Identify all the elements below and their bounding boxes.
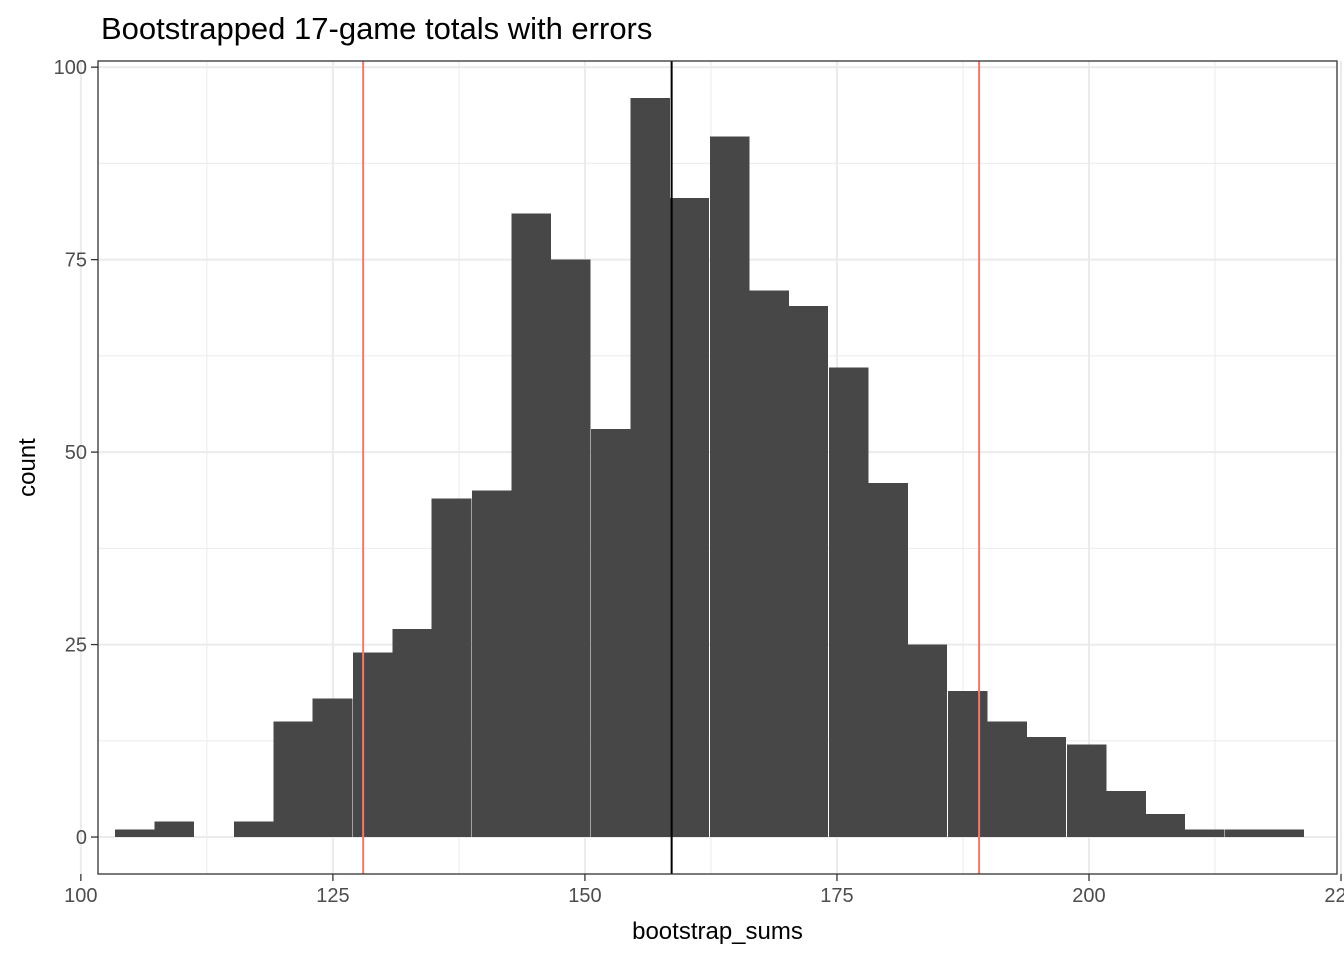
histogram-bar xyxy=(550,259,591,838)
histogram-bar xyxy=(1106,790,1146,838)
plot-panel-border xyxy=(97,60,1338,875)
histogram-bar xyxy=(907,644,948,838)
histogram-bar xyxy=(590,429,631,838)
y-tick-label: 100 xyxy=(54,57,87,79)
x-tick-label: 125 xyxy=(316,885,349,907)
x-tick-label: 200 xyxy=(1072,885,1105,907)
y-axis-title: count xyxy=(14,438,41,497)
histogram-bar xyxy=(1184,829,1225,838)
histogram-bar xyxy=(472,490,512,838)
x-tick-label: 100 xyxy=(64,885,97,907)
histogram-bar xyxy=(1145,813,1186,838)
histogram-bar xyxy=(431,498,472,838)
reference-lines xyxy=(362,61,981,874)
histogram-bar xyxy=(312,698,353,838)
histogram-bar xyxy=(947,690,988,838)
histogram-bar xyxy=(1225,829,1265,838)
y-tick-label: 50 xyxy=(65,442,87,464)
y-axis-ticks: 0 25 50 75 100 xyxy=(54,57,98,849)
y-tick-label: 0 xyxy=(76,827,87,849)
histogram-bar xyxy=(1264,829,1305,838)
x-tick-label: 150 xyxy=(568,885,601,907)
histogram-bar xyxy=(392,629,432,838)
y-tick-label: 25 xyxy=(65,635,87,657)
histogram-bar xyxy=(273,721,314,838)
histogram-bar xyxy=(749,290,789,838)
histogram-bar xyxy=(353,652,393,838)
histogram-bar xyxy=(788,305,829,838)
histogram-bar xyxy=(511,213,551,838)
histogram-bar xyxy=(868,482,908,838)
histogram-bar xyxy=(709,136,750,838)
histogram-bar xyxy=(154,821,195,838)
chart-title: Bootstrapped 17-game totals with errors xyxy=(101,11,652,46)
histogram-bar xyxy=(669,198,710,838)
histogram-bar xyxy=(234,821,274,838)
x-tick-label: 175 xyxy=(820,885,853,907)
x-tick-label: 225 xyxy=(1324,885,1344,907)
y-tick-label: 75 xyxy=(65,250,87,272)
histogram-bars xyxy=(115,97,1305,838)
histogram-bar xyxy=(630,97,670,838)
histogram-bar xyxy=(828,367,869,838)
x-axis-ticks: 100 125 150 175 200 225 xyxy=(64,874,1344,907)
histogram-bar xyxy=(1066,744,1107,838)
x-axis-title: bootstrap_sums xyxy=(632,918,803,945)
histogram-bar xyxy=(987,721,1027,838)
histogram-bar xyxy=(115,829,155,838)
histogram-bar xyxy=(1026,736,1067,838)
